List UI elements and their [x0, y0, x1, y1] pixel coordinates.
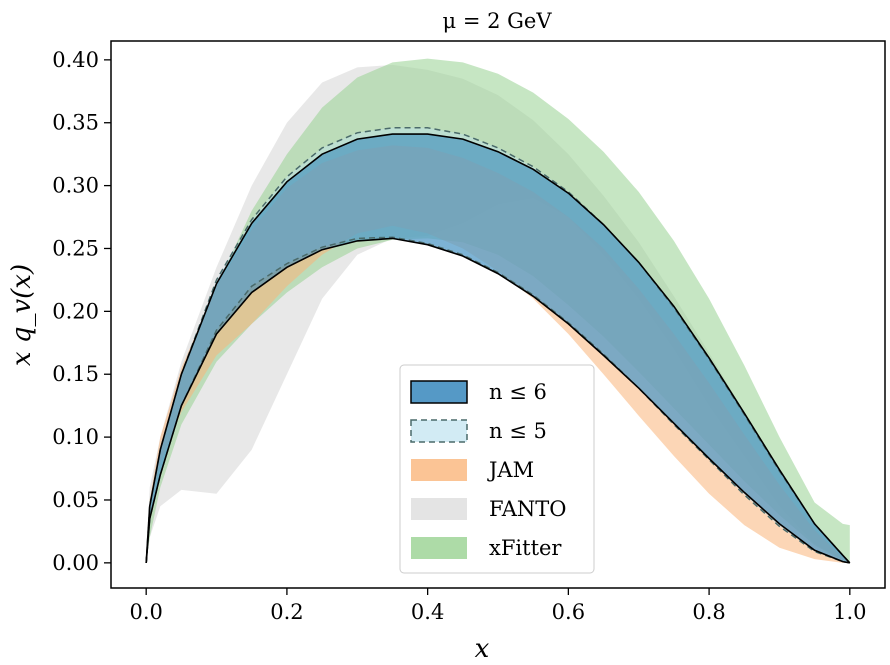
legend-swatch-n-le-6	[410, 380, 468, 404]
chart-title: μ = 2 GeV	[443, 9, 553, 33]
y-tick-label: 0.20	[52, 299, 99, 323]
y-ticks: 0.00 0.05 0.10 0.15 0.20 0.25 0.30 0.35 0.40	[52, 48, 111, 575]
x-tick-label: 0.2	[270, 600, 303, 624]
y-tick-label: 0.35	[52, 111, 99, 135]
legend-swatch-xfitter	[411, 537, 467, 559]
legend-swatch-n-le-5	[410, 419, 468, 443]
band-edges	[145, 127, 851, 564]
plot-frame	[110, 40, 886, 589]
legend-box	[399, 364, 595, 574]
x-ticks: 0.0 0.2 0.4 0.6 0.8 1.0	[129, 588, 867, 624]
legend-label-n-le-6: n ≤ 6	[489, 380, 547, 404]
legend-label-xfitter: xFitter	[489, 536, 562, 560]
y-tick-label: 0.15	[52, 362, 99, 386]
y-tick-label: 0.10	[52, 425, 99, 449]
edge-n-le-6-upper	[145, 133, 851, 564]
x-axis-label: x	[475, 634, 490, 664]
edge-n-le-5-lower	[145, 236, 850, 564]
edge-n-le-6-lower	[145, 237, 850, 564]
y-tick-label: 0.05	[52, 488, 99, 512]
y-tick-label: 0.30	[52, 174, 99, 198]
x-tick-label: 0.0	[129, 600, 162, 624]
x-tick-label: 0.8	[692, 600, 725, 624]
legend-label-jam: JAM	[487, 458, 534, 482]
band-n-le-6	[146, 134, 850, 563]
y-tick-label: 0.25	[52, 236, 99, 260]
x-tick-label: 0.4	[411, 600, 444, 624]
y-tick-label: 0.40	[52, 48, 99, 72]
x-tick-label: 1.0	[833, 600, 866, 624]
x-tick-label: 0.6	[552, 600, 585, 624]
legend: n ≤ 6 n ≤ 5 JAM FANTO xFitter	[399, 364, 595, 574]
y-tick-label: 0.00	[52, 551, 99, 575]
legend-label-n-le-5: n ≤ 5	[489, 419, 547, 443]
legend-swatch-jam	[411, 459, 467, 481]
legend-label-fanto: FANTO	[489, 497, 567, 521]
legend-swatch-fanto	[411, 498, 467, 520]
y-axis-label: x q_v(x)	[7, 264, 37, 366]
